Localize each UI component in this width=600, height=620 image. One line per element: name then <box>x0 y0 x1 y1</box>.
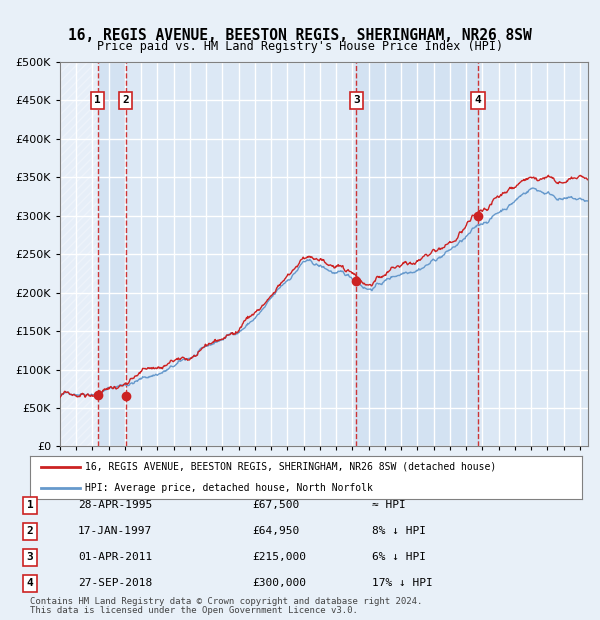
Text: £64,950: £64,950 <box>252 526 299 536</box>
Text: 1: 1 <box>94 95 101 105</box>
Text: 16, REGIS AVENUE, BEESTON REGIS, SHERINGHAM, NR26 8SW: 16, REGIS AVENUE, BEESTON REGIS, SHERING… <box>68 28 532 43</box>
Text: This data is licensed under the Open Government Licence v3.0.: This data is licensed under the Open Gov… <box>30 606 358 615</box>
Bar <box>98 62 125 446</box>
Text: Price paid vs. HM Land Registry's House Price Index (HPI): Price paid vs. HM Land Registry's House … <box>97 40 503 53</box>
Text: 8% ↓ HPI: 8% ↓ HPI <box>372 526 426 536</box>
Text: 2: 2 <box>26 526 34 536</box>
Text: 3: 3 <box>353 95 360 105</box>
Text: £300,000: £300,000 <box>252 578 306 588</box>
Text: 01-APR-2011: 01-APR-2011 <box>78 552 152 562</box>
Text: 3: 3 <box>26 552 34 562</box>
Text: £67,500: £67,500 <box>252 500 299 510</box>
Text: 17% ↓ HPI: 17% ↓ HPI <box>372 578 433 588</box>
Text: 4: 4 <box>26 578 34 588</box>
Bar <box>356 62 478 446</box>
Bar <box>60 62 98 446</box>
Text: HPI: Average price, detached house, North Norfolk: HPI: Average price, detached house, Nort… <box>85 483 373 494</box>
Text: 1: 1 <box>26 500 34 510</box>
Text: ≈ HPI: ≈ HPI <box>372 500 406 510</box>
Text: 16, REGIS AVENUE, BEESTON REGIS, SHERINGHAM, NR26 8SW (detached house): 16, REGIS AVENUE, BEESTON REGIS, SHERING… <box>85 461 496 472</box>
Text: 2: 2 <box>122 95 129 105</box>
Text: £215,000: £215,000 <box>252 552 306 562</box>
Text: 28-APR-1995: 28-APR-1995 <box>78 500 152 510</box>
Text: 27-SEP-2018: 27-SEP-2018 <box>78 578 152 588</box>
Text: 17-JAN-1997: 17-JAN-1997 <box>78 526 152 536</box>
Text: Contains HM Land Registry data © Crown copyright and database right 2024.: Contains HM Land Registry data © Crown c… <box>30 597 422 606</box>
Text: 6% ↓ HPI: 6% ↓ HPI <box>372 552 426 562</box>
Text: 4: 4 <box>475 95 482 105</box>
